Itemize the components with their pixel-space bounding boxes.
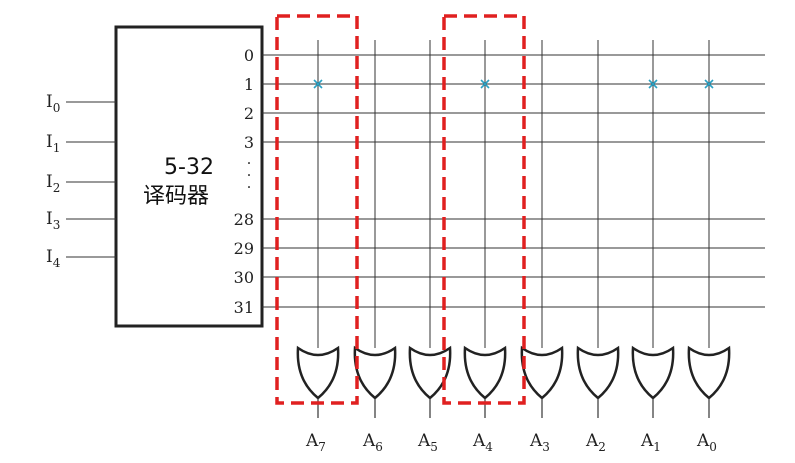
output-label: A1 <box>640 431 661 454</box>
input-label: I3 <box>46 209 60 232</box>
decoder-subtitle: 译码器 <box>143 184 209 209</box>
output-label: A4 <box>472 431 493 454</box>
input-label: I4 <box>46 247 61 270</box>
connection-marks <box>313 79 714 89</box>
or-gate <box>408 345 452 400</box>
mark-stroke <box>704 79 714 89</box>
output-label: A2 <box>585 431 606 454</box>
output-label: A6 <box>362 431 383 454</box>
row-lines: 0 1 2 3 28 29 30 31 <box>234 46 765 317</box>
highlight-box <box>275 14 359 405</box>
row-label: 28 <box>234 210 254 229</box>
connection-mark-icon <box>704 79 714 89</box>
input-lines: I0 I1 I2 I3 I4 <box>46 92 116 270</box>
column-lines <box>317 40 710 348</box>
input-label: I1 <box>46 132 60 155</box>
input-label: I0 <box>46 92 60 115</box>
or-gate <box>463 345 507 400</box>
output-label: A5 <box>417 431 438 454</box>
input-label: I2 <box>46 172 60 195</box>
row-label: 2 <box>244 104 254 123</box>
connection-mark-icon <box>648 79 658 89</box>
connection-mark-icon <box>480 79 490 89</box>
row-ellipsis: · <box>247 154 252 172</box>
or-gate <box>296 345 340 400</box>
mark-stroke <box>480 79 490 89</box>
output-label: A3 <box>529 431 550 454</box>
row-ellipsis: · <box>247 166 252 184</box>
output-label: A7 <box>305 431 326 454</box>
or-gate <box>353 345 397 400</box>
row-label: 1 <box>244 75 254 94</box>
or-gate <box>520 345 564 400</box>
or-gates: A7 A6 A5 A4 A3 A2 A1 A0 <box>296 345 731 454</box>
or-gate <box>687 345 731 400</box>
highlight-boxes <box>275 14 526 405</box>
mark-stroke <box>313 79 323 89</box>
or-gate <box>631 345 675 400</box>
row-label: 0 <box>244 46 254 65</box>
or-gate <box>576 345 620 400</box>
decoder-title: 5-32 <box>164 155 214 180</box>
row-label: 29 <box>234 239 254 258</box>
mark-stroke <box>648 79 658 89</box>
highlight-box <box>442 14 526 405</box>
row-label: 30 <box>234 268 254 287</box>
connection-mark-icon <box>313 79 323 89</box>
row-ellipsis: · <box>247 178 252 196</box>
output-label: A0 <box>696 431 717 454</box>
row-label: 3 <box>244 133 254 152</box>
decoder-block <box>114 25 264 328</box>
row-label: 31 <box>234 298 254 317</box>
